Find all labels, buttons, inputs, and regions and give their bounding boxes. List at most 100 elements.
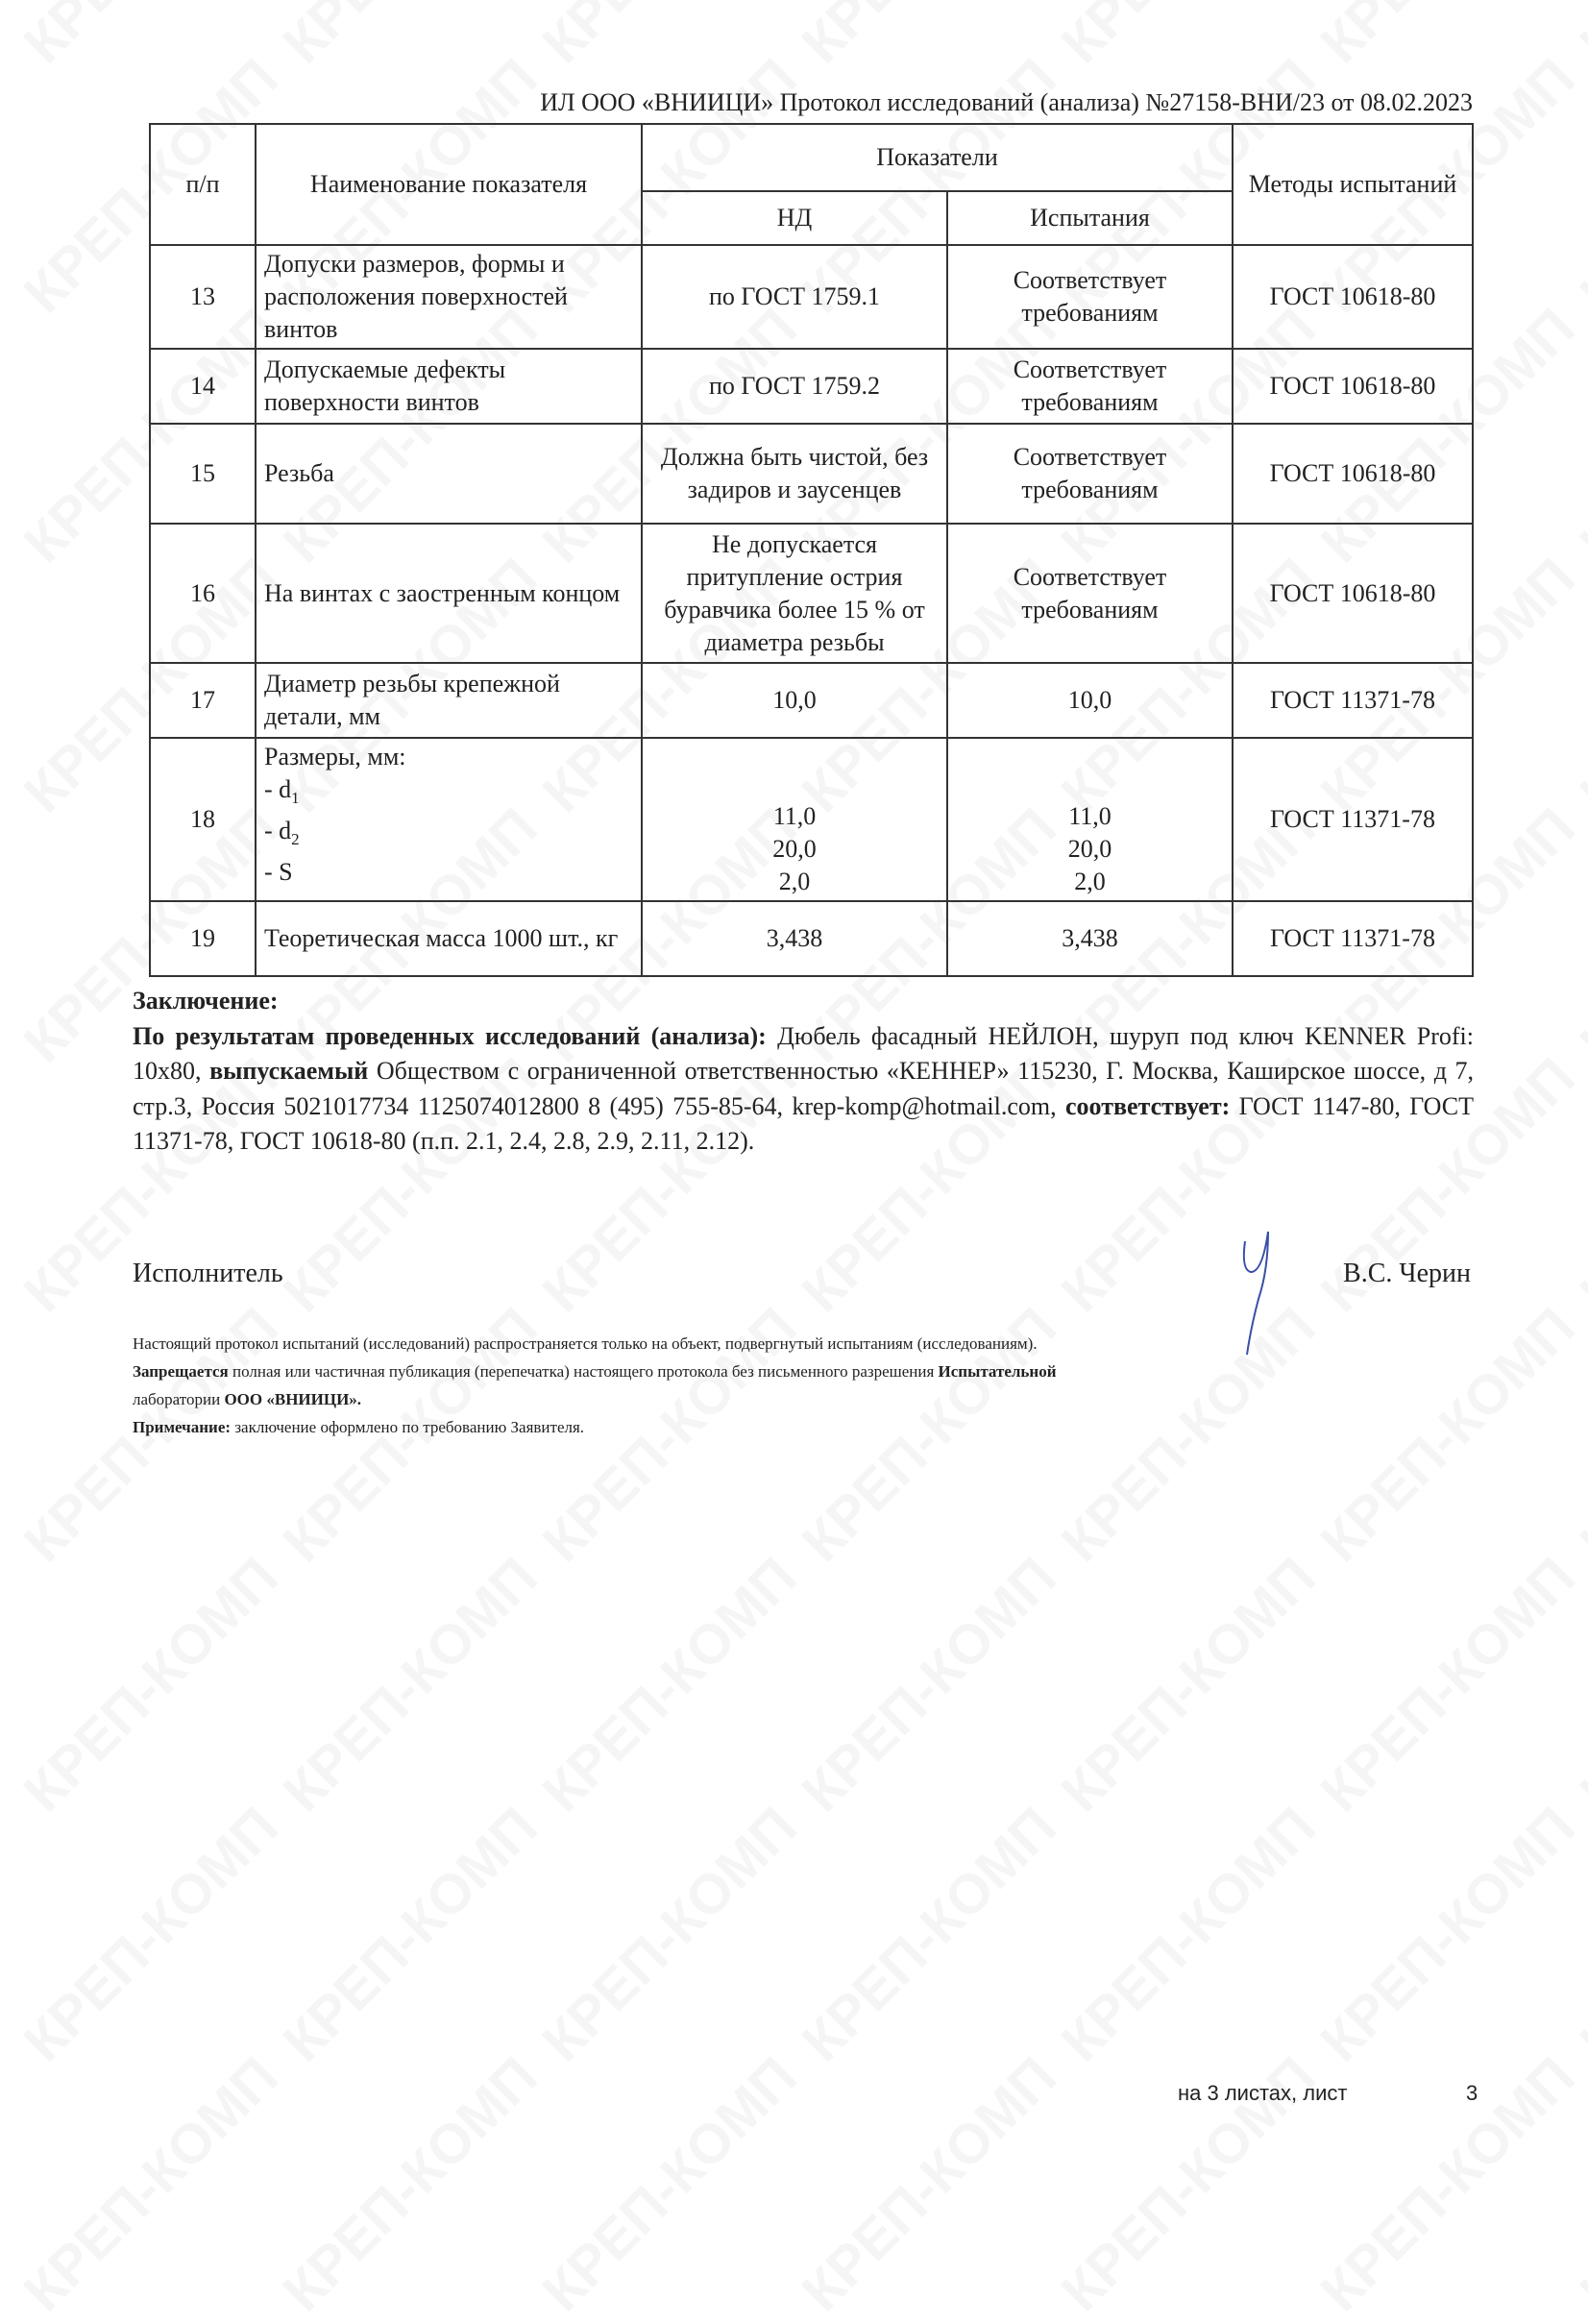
watermark-logo: КРЕП-КОМП xyxy=(1568,1045,1588,1325)
row-nd: 3,438 xyxy=(641,899,948,977)
watermark-logo: КРЕП-КОМП xyxy=(1568,546,1588,825)
watermark-logo: КРЕП-КОМП xyxy=(1049,1795,1329,2074)
table-header-row: п/п Наименование показателя Показатели М… xyxy=(149,123,1474,246)
watermark-logo: КРЕП-КОМП xyxy=(790,1795,1069,2074)
row-name: Допускаемые дефекты поверхности винтов xyxy=(255,348,643,425)
watermark-logo: КРЕП-КОМП xyxy=(1308,2044,1588,2324)
watermark-logo: КРЕП-КОМП xyxy=(790,1545,1069,1824)
watermark-logo: КРЕП-КОМП xyxy=(12,2044,291,2324)
footnote-3: лаборатории ООО «ВНИИЦИ». xyxy=(133,1385,1478,1413)
row-test: Соответствует требованиям xyxy=(946,348,1234,425)
watermark-logo: КРЕП-КОМП xyxy=(12,0,291,76)
conclusion-lead: По результатам проведенных исследований … xyxy=(133,1021,767,1050)
watermark-logo: КРЕП-КОМП xyxy=(1568,1545,1588,1824)
row-name: На винтах с заостренным концом xyxy=(255,523,643,664)
watermark-logo: КРЕП-КОМП xyxy=(1568,2044,1588,2324)
page-count-label: на 3 листах, лист xyxy=(1178,2081,1348,2105)
watermark-logo: КРЕП-КОМП xyxy=(1568,0,1588,76)
row-name: Резьба xyxy=(255,423,643,525)
watermark-logo: КРЕП-КОМП xyxy=(530,1795,810,2074)
header-nd: НД xyxy=(641,190,948,246)
watermark-logo: КРЕП-КОМП xyxy=(790,2044,1069,2324)
row-nd: Должна быть чистой, без задиров и заусен… xyxy=(641,423,948,525)
row-number: 17 xyxy=(149,662,257,739)
row-nd: 10,0 xyxy=(641,662,948,739)
row-value: 20,0 xyxy=(772,834,817,863)
watermark-logo: КРЕП-КОМП xyxy=(530,2044,810,2324)
watermark-logo: КРЕП-КОМП xyxy=(271,1795,550,2074)
footnote-2: Запрещается полная или частичная публика… xyxy=(133,1358,1478,1385)
dimension-subscript: 1 xyxy=(291,789,300,808)
dimension-label: - S xyxy=(264,858,293,887)
footnote-4-text: заключение оформлено по требованию Заяви… xyxy=(231,1418,585,1436)
row-value: 2,0 xyxy=(1074,867,1106,895)
table-row: 14 Допускаемые дефекты поверхности винтов… xyxy=(149,348,1474,425)
dimension-item: - d2 xyxy=(264,815,633,856)
handwritten-signature xyxy=(1242,1231,1269,1356)
watermark-logo: КРЕП-КОМП xyxy=(1568,1795,1588,2074)
conclusion-text: По результатам проведенных исследований … xyxy=(133,1019,1474,1160)
row-nd: 11,0 20,0 2,0 xyxy=(641,737,948,902)
results-table: п/п Наименование показателя Показатели М… xyxy=(149,123,1474,977)
row-number: 18 xyxy=(149,737,257,902)
conclusion-part1: Дюбель фасадный НЕЙЛОН, шуруп под ключ K… xyxy=(133,1021,1475,1086)
watermark-logo: КРЕП-КОМП xyxy=(1568,1295,1588,1575)
watermark-logo: КРЕП-КОМП xyxy=(12,1795,291,2074)
conclusion-title: Заключение: xyxy=(133,987,279,1015)
executor-name: В.С. Черин xyxy=(1343,1259,1471,1288)
row-number: 15 xyxy=(149,423,257,525)
header-num: п/п xyxy=(149,123,257,246)
row-value: 2,0 xyxy=(778,867,811,895)
watermark-logo: КРЕП-КОМП xyxy=(1308,0,1588,76)
watermark-logo: КРЕП-КОМП xyxy=(12,1545,291,1824)
watermark-logo: КРЕП-КОМП xyxy=(530,0,810,76)
row-method: ГОСТ 10618-80 xyxy=(1232,523,1474,664)
row-name: Допуски размеров, формы и расположения п… xyxy=(255,244,643,350)
row-nd: Не допускается притупление острия буравч… xyxy=(641,523,948,664)
header-test: Испытания xyxy=(946,190,1234,246)
row-test: 10,0 xyxy=(946,662,1234,739)
dimension-label: - d xyxy=(264,817,292,845)
footnote-4: Примечание: заключение оформлено по треб… xyxy=(133,1413,1478,1441)
row-method: ГОСТ 11371-78 xyxy=(1232,662,1474,739)
row-test: Соответствует требованиям xyxy=(946,244,1234,350)
footnote-2-bold: Запрещается xyxy=(133,1362,229,1381)
row-method: ГОСТ 10618-80 xyxy=(1232,348,1474,425)
footnote-3-bold: ООО «ВНИИЦИ». xyxy=(224,1390,362,1408)
conclusion: Заключение: По результатам проведенных и… xyxy=(133,984,1474,1160)
watermark-logo: КРЕП-КОМП xyxy=(1308,1795,1588,2074)
watermark-logo: КРЕП-КОМП xyxy=(1308,1545,1588,1824)
document-header: ИЛ ООО «ВНИИЦИ» Протокол исследований (а… xyxy=(540,88,1473,116)
watermark-logo: КРЕП-КОМП xyxy=(1049,1545,1329,1824)
watermark-logo: КРЕП-КОМП xyxy=(271,0,550,76)
header-name: Наименование показателя xyxy=(255,123,643,246)
row-nd: по ГОСТ 1759.2 xyxy=(641,348,948,425)
footnote-2-text: полная или частичная публикация (перепеч… xyxy=(228,1362,939,1381)
watermark-logo: КРЕП-КОМП xyxy=(271,1545,550,1824)
watermark-logo: КРЕП-КОМП xyxy=(530,1545,810,1824)
row-test: 3,438 xyxy=(946,899,1234,977)
row-method: ГОСТ 11371-78 xyxy=(1232,899,1474,977)
conclusion-part2: Обществом с ограниченной ответственность… xyxy=(133,1057,1475,1120)
watermark-logo: КРЕП-КОМП xyxy=(271,2044,550,2324)
row-name: Теоретическая масса 1000 шт., кг xyxy=(255,899,643,977)
row-number: 13 xyxy=(149,244,257,350)
row-value: 11,0 xyxy=(1068,801,1112,830)
conclusion-bold3: соответствует: xyxy=(1065,1091,1231,1120)
footnote-3-text: лаборатории xyxy=(133,1390,225,1408)
row-method: ГОСТ 10618-80 xyxy=(1232,244,1474,350)
row-name: Размеры, мм: - d1- d2- S xyxy=(255,737,643,902)
row-method: ГОСТ 11371-78 xyxy=(1232,737,1474,902)
table-row: 15 Резьба Должна быть чистой, без задиров … xyxy=(149,423,1474,525)
table-row: 19 Теоретическая масса 1000 шт., кг 3,438 3… xyxy=(149,899,1474,977)
header-indicators: Показатели xyxy=(641,123,1234,192)
dimension-item: - S xyxy=(264,856,633,897)
table-subheader-row: НД Испытания xyxy=(150,190,1473,246)
row-name: Диаметр резьбы крепежной детали, мм xyxy=(255,662,643,739)
dimension-item: - d1 xyxy=(264,773,633,815)
page-number: 3 xyxy=(1466,2081,1478,2105)
table-row: 16 На винтах с заостренным концом Не допус… xyxy=(149,523,1474,664)
conclusion-part3: ГОСТ 1147-80, ГОСТ 11371-78, ГОСТ 10618-… xyxy=(133,1091,1474,1156)
row-number: 16 xyxy=(149,523,257,664)
conclusion-bold2: выпускаемый xyxy=(209,1057,369,1085)
